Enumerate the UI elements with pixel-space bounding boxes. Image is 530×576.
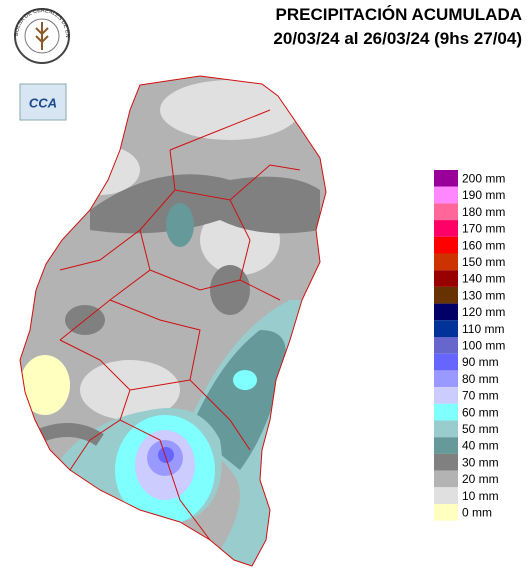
legend-label: 100 mm (462, 339, 505, 353)
legend-swatch (434, 337, 458, 354)
legend-label: 180 mm (462, 205, 505, 219)
legend-label: 140 mm (462, 272, 505, 286)
legend-swatch (434, 470, 458, 488)
legend-swatch (434, 236, 458, 254)
cca-logo: CCA (19, 83, 67, 121)
legend: 200 mm 190 mm 180 mm 170 mm 160 mm 150 mm 140 … (434, 170, 505, 521)
title: PRECIPITACIÓN ACUMULADA (276, 5, 523, 24)
legend-label: 30 mm (462, 455, 499, 469)
legend-swatch (434, 437, 458, 454)
legend-swatch (434, 270, 458, 287)
legend-label: 90 mm (462, 355, 499, 369)
legend-swatch (434, 504, 458, 521)
bolsa-logo: BOLSA DE CEREALES DE ENTRE RIOS (0, 0, 70, 64)
legend-swatch (434, 403, 458, 421)
legend-swatch (434, 487, 458, 504)
department-borders (19, 75, 327, 567)
legend-label: 0 mm (462, 506, 492, 520)
legend-swatch (434, 203, 458, 221)
legend-swatch (434, 387, 458, 404)
legend-label: 80 mm (462, 372, 499, 386)
legend-swatch (434, 370, 458, 388)
legend-label: 120 mm (462, 305, 505, 319)
precip-map (20, 76, 326, 566)
legend-label: 200 mm (462, 172, 505, 186)
legend-swatch (434, 253, 458, 271)
legend-swatch (434, 220, 458, 237)
legend-label: 150 mm (462, 255, 505, 269)
legend-swatch (434, 320, 458, 337)
legend-swatch (434, 353, 458, 371)
legend-label: 50 mm (462, 422, 499, 436)
legend-label: 60 mm (462, 405, 499, 419)
legend-swatch (434, 453, 458, 471)
legend-label: 160 mm (462, 238, 505, 252)
legend-swatch (434, 170, 458, 187)
legend-swatch (434, 186, 458, 204)
legend-label: 10 mm (462, 489, 499, 503)
legend-label: 110 mm (462, 322, 504, 336)
legend-label: 20 mm (462, 472, 499, 486)
legend-label: 170 mm (462, 222, 505, 236)
cca-text: CCA (29, 95, 57, 110)
period: 20/03/24 al 26/03/24 (9hs 27/04) (273, 29, 522, 48)
legend-label: 190 mm (462, 188, 505, 202)
legend-label: 130 mm (462, 288, 505, 302)
legend-swatch (434, 303, 458, 321)
legend-label: 40 mm (462, 439, 499, 453)
legend-swatch (434, 286, 458, 304)
legend-label: 70 mm (462, 389, 499, 403)
legend-swatch (434, 420, 458, 438)
